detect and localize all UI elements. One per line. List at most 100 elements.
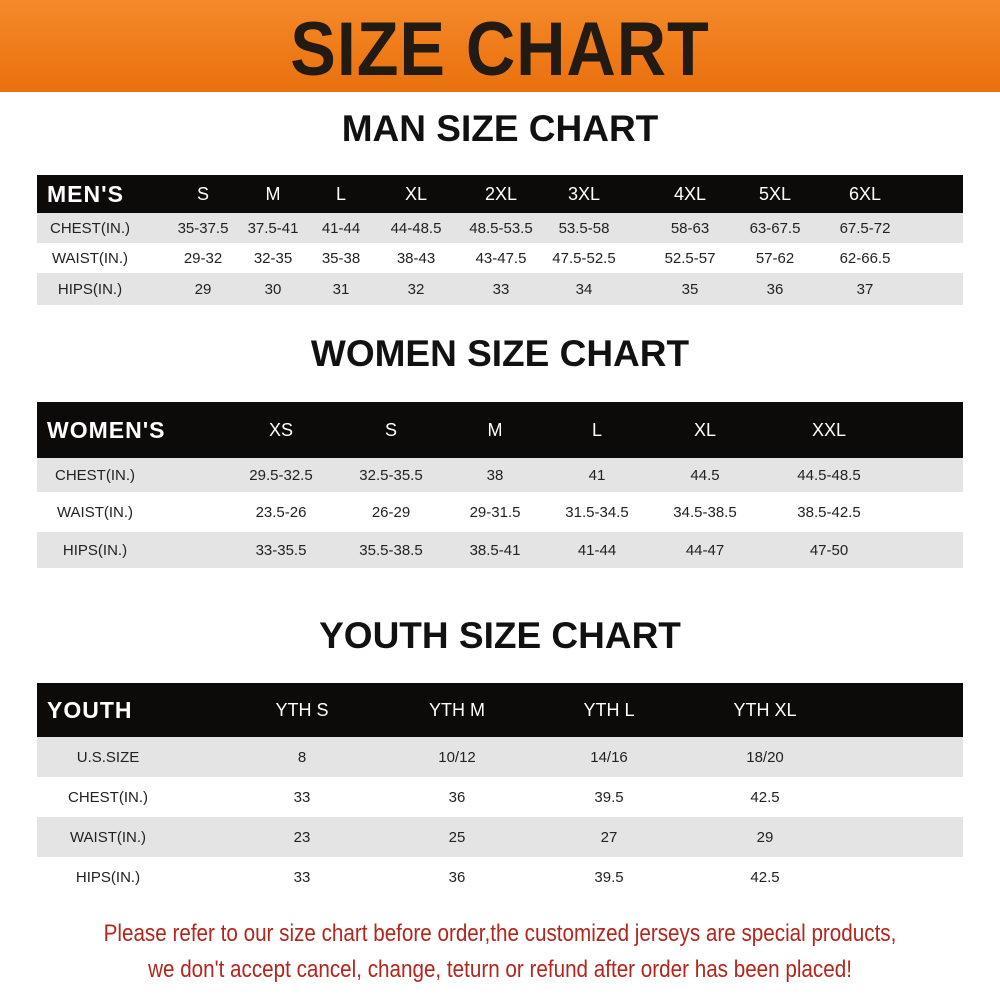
table-row: U.S.SIZE 8 10/12 14/16 18/20 <box>37 737 963 777</box>
measurement-value: 67.5-72 <box>839 219 891 237</box>
size-header: M <box>487 420 503 440</box>
banner: SIZE CHART <box>0 0 1000 92</box>
measurement-label: CHEST(IN.) <box>50 219 130 237</box>
measurement-value: 52.5-57 <box>664 249 716 267</box>
men-header-label: MEN'S <box>47 181 124 207</box>
size-header: L <box>335 184 347 204</box>
measurement-value: 36 <box>448 868 466 886</box>
size-header: 5XL <box>758 184 792 204</box>
measurement-label: CHEST(IN.) <box>68 788 148 806</box>
measurement-value: 31 <box>332 280 350 298</box>
women-title: WOMEN SIZE CHART <box>310 333 690 374</box>
measurement-value: 26-29 <box>371 503 411 521</box>
measurement-value: 38 <box>486 466 504 484</box>
measurement-value: 35.5-38.5 <box>359 541 423 559</box>
measurement-value: 32.5-35.5 <box>359 466 423 484</box>
size-header: YTH M <box>429 700 485 720</box>
measurement-value: 34.5-38.5 <box>673 503 737 521</box>
measurement-value: 29-31.5 <box>469 503 521 521</box>
measurement-value: 27 <box>600 828 618 846</box>
measurement-value: 37.5-41 <box>247 219 299 237</box>
size-header: 6XL <box>848 184 882 204</box>
measurement-value: 63-67.5 <box>749 219 801 237</box>
measurement-value: 43-47.5 <box>475 249 527 267</box>
measurement-label: WAIST(IN.) <box>51 249 129 267</box>
measurement-value: 35-37.5 <box>177 219 229 237</box>
measurement-value: 39.5 <box>594 868 624 886</box>
measurement-value: 57-62 <box>755 249 795 267</box>
measurement-value: 23.5-26 <box>255 503 307 521</box>
measurement-value: 35 <box>681 280 699 298</box>
measurement-value: 39.5 <box>594 788 624 806</box>
notice-line-2: we don't accept cancel, change, teturn o… <box>148 956 852 983</box>
table-row: HIPS(IN.) 33 36 39.5 42.5 <box>37 857 963 897</box>
measurement-value: 53.5-58 <box>558 219 610 237</box>
measurement-value: 47.5-52.5 <box>552 249 616 267</box>
men-title: MAN SIZE CHART <box>341 108 659 149</box>
size-header: 4XL <box>673 184 707 204</box>
measurement-value: 58-63 <box>670 219 710 237</box>
table-row: WAIST(IN.) 29-32 32-35 35-38 38-43 43-47.5 47.… <box>37 243 963 273</box>
measurement-label: HIPS(IN.) <box>62 541 128 559</box>
size-header: M <box>265 184 281 204</box>
size-header: 2XL <box>484 184 518 204</box>
measurement-value: 29-32 <box>183 249 223 267</box>
size-header: S <box>384 420 398 440</box>
measurement-label: HIPS(IN.) <box>57 280 123 298</box>
measurement-value: 35-38 <box>321 249 361 267</box>
size-header: XL <box>693 420 717 440</box>
measurement-value: 23 <box>293 828 311 846</box>
measurement-value: 29.5-32.5 <box>249 466 313 484</box>
measurement-value: 38.5-41 <box>469 541 521 559</box>
youth-header-label: YOUTH <box>47 697 133 723</box>
measurement-value: 41-44 <box>577 541 617 559</box>
table-row: CHEST(IN.) 35-37.5 37.5-41 41-44 44-48.5 48.5… <box>37 213 963 243</box>
measurement-value: 30 <box>264 280 282 298</box>
measurement-value: 62-66.5 <box>839 249 891 267</box>
notice-line-1: Please refer to our size chart before or… <box>103 920 897 947</box>
measurement-value: 36 <box>448 788 466 806</box>
measurement-value: 33-35.5 <box>255 541 307 559</box>
size-header: XL <box>404 184 428 204</box>
measurement-value: 32-35 <box>253 249 293 267</box>
measurement-value: 10/12 <box>438 748 476 766</box>
measurement-value: 38-43 <box>396 249 436 267</box>
measurement-value: 41-44 <box>321 219 361 237</box>
size-header: L <box>591 420 603 440</box>
measurement-value: 42.5 <box>750 788 780 806</box>
measurement-value: 29 <box>756 828 774 846</box>
measurement-value: 47-50 <box>809 541 849 559</box>
table-row: HIPS(IN.) 33-35.5 35.5-38.5 38.5-41 41-44 44-… <box>37 532 963 568</box>
women-header-row: WOMEN'S XS S M L XL XXL <box>37 402 963 458</box>
size-header: XXL <box>811 420 847 440</box>
measurement-label: HIPS(IN.) <box>75 868 141 886</box>
measurement-label: WAIST(IN.) <box>56 503 134 521</box>
measurement-value: 25 <box>448 828 466 846</box>
measurement-value: 32 <box>407 280 425 298</box>
measurement-value: 38.5-42.5 <box>797 503 861 521</box>
measurement-label: U.S.SIZE <box>76 748 140 766</box>
measurement-value: 34 <box>575 280 593 298</box>
size-header: YTH S <box>275 700 329 720</box>
table-row: WAIST(IN.) 23.5-26 26-29 29-31.5 31.5-34.5 34… <box>37 492 963 532</box>
measurement-value: 44-48.5 <box>390 219 442 237</box>
men-header-row: MEN'S S M L XL 2XL 3XL 4XL 5XL 6XL <box>37 175 963 213</box>
measurement-value: 33 <box>492 280 510 298</box>
size-header: S <box>196 184 210 204</box>
size-header: XS <box>268 420 294 440</box>
measurement-value: 31.5-34.5 <box>565 503 629 521</box>
measurement-value: 36 <box>766 280 784 298</box>
youth-title: YOUTH SIZE CHART <box>319 615 681 656</box>
measurement-value: 44.5-48.5 <box>797 466 861 484</box>
measurement-value: 14/16 <box>590 748 628 766</box>
banner-title: SIZE CHART <box>290 7 710 92</box>
measurement-value: 44.5 <box>690 466 720 484</box>
measurement-label: WAIST(IN.) <box>69 828 147 846</box>
table-row: WAIST(IN.) 23 25 27 29 <box>37 817 963 857</box>
measurement-value: 8 <box>297 748 307 766</box>
measurement-value: 48.5-53.5 <box>469 219 533 237</box>
size-header: YTH XL <box>733 700 797 720</box>
measurement-value: 37 <box>856 280 874 298</box>
size-header: YTH L <box>583 700 635 720</box>
women-header-label: WOMEN'S <box>47 417 166 443</box>
